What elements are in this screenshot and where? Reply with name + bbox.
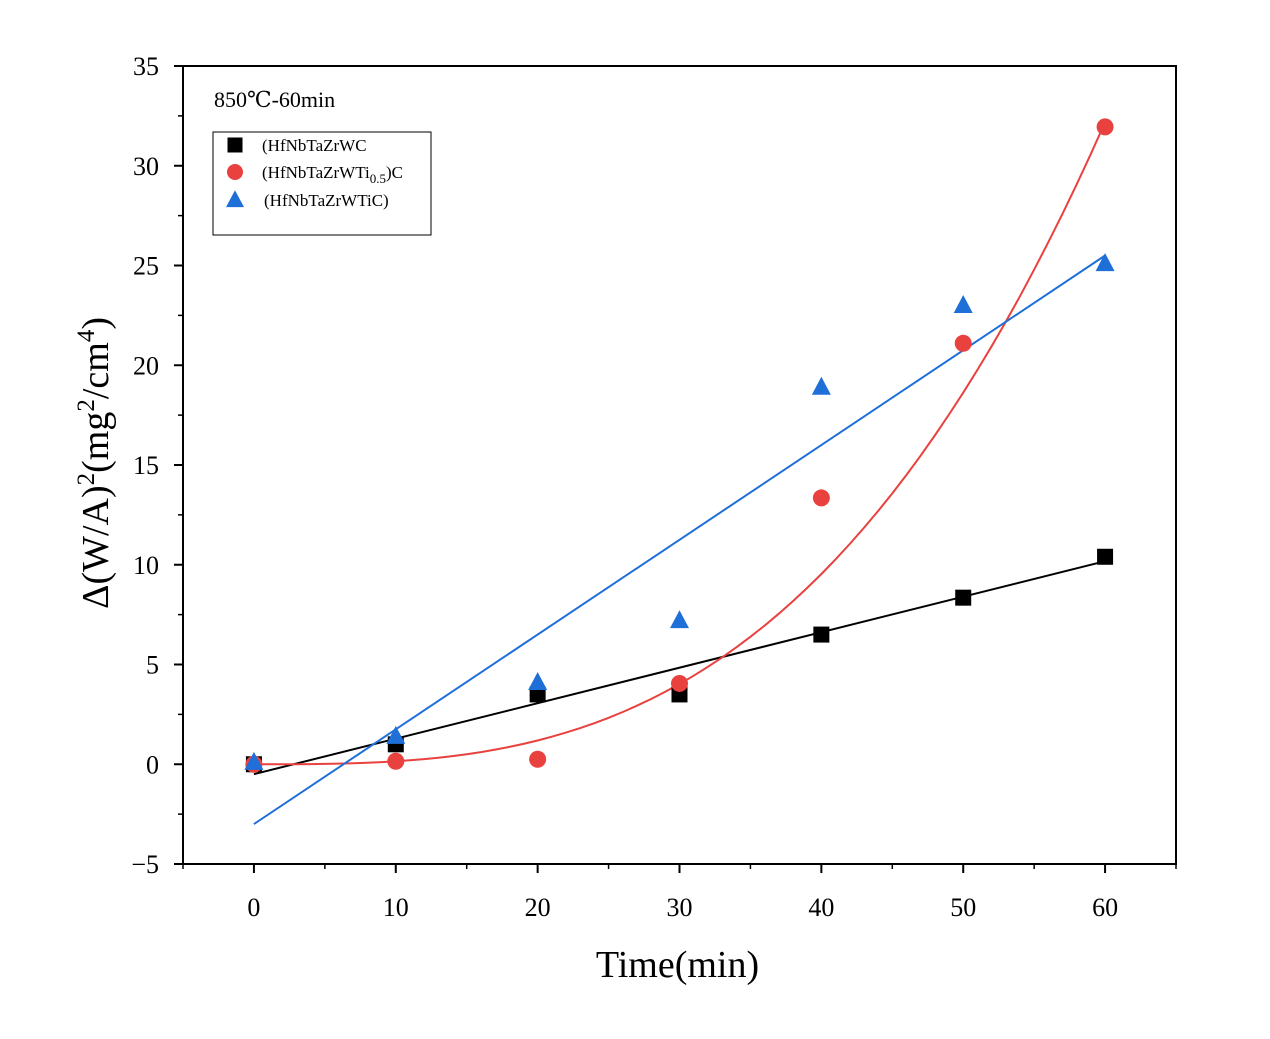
x-tick-label: 60 [1092,893,1118,922]
data-point [244,751,264,770]
legend-name: (HfNbTaZrWTi [262,163,370,182]
y-tick-label: 5 [146,651,159,680]
legend-label: (HfNbTaZrWTi0.5)C [262,163,403,186]
y-label-part: 2 [73,399,100,412]
axes: 0 10 20 30 40 50 60 −5 0 5 10 15 20 25 30 35 [131,52,1177,922]
data-point [953,294,973,313]
x-tick-label: 30 [667,893,693,922]
y-tick-label: 10 [133,551,159,580]
y-axis-label: Δ(W/A)2(mg2/cm4) [73,317,117,609]
y-tick-label: 15 [133,451,159,480]
x-axis-label: Time(min) [596,944,759,986]
data-point [671,674,688,692]
data-point [1097,548,1114,565]
fit-line [253,560,1106,776]
legend: (HfNbTaZrWC(HfNbTaZrWTi0.5)C(HfNbTaZrWTi… [212,131,432,236]
data-point [813,626,830,643]
data-point [529,750,547,768]
chart-annotation: 850℃-60min [214,87,335,112]
data-point [954,334,972,352]
data-point [812,489,830,507]
data-point [227,164,243,180]
x-tick-label: 50 [950,893,976,922]
x-tick-label: 0 [247,893,260,922]
data-point [386,725,406,744]
data-points [244,118,1115,773]
y-tick-label: 0 [146,750,159,779]
legend-name: (HfNbTaZrWTiC) [264,191,389,210]
y-tick-label: 20 [133,351,159,380]
legend-subscript: 0.5 [370,171,386,186]
data-point [670,610,689,629]
y-label-part: 4 [73,329,100,342]
legend-tail: )C [386,163,403,182]
data-point [811,376,831,395]
data-point [529,686,546,703]
data-point [1095,253,1115,272]
legend-label: (HfNbTaZrWTiC) [264,191,389,210]
legend-box [212,131,432,236]
y-tick-label: 35 [133,52,159,81]
data-point [226,190,244,208]
y-tick-label: −5 [131,850,159,879]
data-point [528,672,548,691]
y-tick-label: 25 [133,252,159,281]
fit-line [253,254,1106,825]
y-label-part: /cm [75,342,117,399]
y-label-part: (mg [75,412,117,473]
x-tick-label: 10 [383,893,409,922]
legend-name: (HfNbTaZrWC [262,136,367,155]
data-point [955,589,972,606]
legend-label: (HfNbTaZrWC [262,136,367,155]
data-point [227,137,243,153]
y-label-part: Δ(W/A) [75,485,117,609]
x-tick-label: 20 [525,893,551,922]
x-tick-label: 40 [808,893,834,922]
y-label-part: 2 [73,473,100,486]
y-label-part: ) [75,317,117,330]
data-point [387,752,405,770]
y-tick-label: 30 [133,152,159,181]
data-point [1096,118,1114,136]
